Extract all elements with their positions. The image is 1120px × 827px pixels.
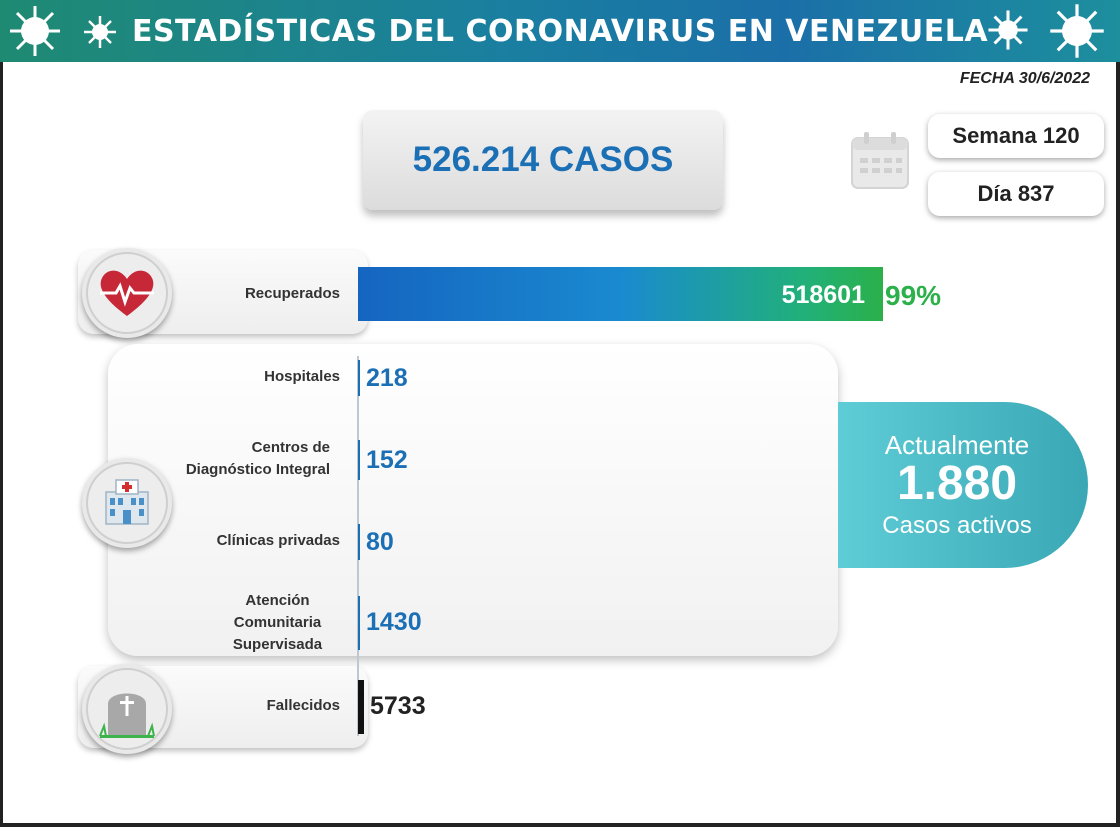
week-badge: Semana 120	[928, 114, 1104, 158]
bar-recovered	[358, 267, 883, 321]
day-label: Día 837	[977, 181, 1055, 206]
bar-value-cdi: 152	[366, 446, 408, 474]
bar-value-community-care: 1430	[366, 608, 422, 636]
calendar-icon	[851, 132, 909, 189]
active-cases-card	[838, 402, 1088, 568]
category-label-hospitals: Hospitales	[264, 368, 340, 385]
bar-cdi	[358, 440, 360, 480]
bar-private-clinics	[358, 524, 360, 560]
virus-icon	[1050, 4, 1104, 58]
bar-value-recovered: 518601	[781, 281, 865, 309]
day-badge: Día 837	[928, 172, 1104, 216]
header-banner: ESTADÍSTICAS DEL CORONAVIRUS EN VENEZUEL…	[0, 0, 1120, 62]
frame-bottom-border	[0, 823, 1120, 827]
hospital-icon	[86, 462, 168, 544]
page-title: ESTADÍSTICAS DEL CORONAVIRUS EN VENEZUEL…	[131, 14, 989, 49]
bar-value-private-clinics: 80	[366, 528, 394, 556]
virus-icon	[988, 10, 1028, 50]
frame-right-border	[1116, 60, 1120, 827]
total-cases-box: 526.214 CASOS	[363, 110, 723, 210]
bar-hospitals	[358, 360, 360, 396]
frame-left-border	[0, 60, 3, 827]
active-cases-label-top: Actualmente	[884, 430, 1030, 460]
category-label-recovered: Recuperados	[244, 285, 340, 302]
category-label-private-clinics: Clínicas privadas	[216, 532, 340, 549]
bar-value-deaths: 5733	[370, 692, 426, 720]
category-label-cdi: Centros de Diagnóstico Integral	[185, 439, 330, 478]
hospital-icon-circle	[82, 458, 172, 548]
heart-icon	[86, 252, 168, 334]
category-label-community-care: Atención Comunitaria Supervisada	[232, 592, 323, 653]
hospitalized-card	[108, 344, 838, 656]
virus-icon	[84, 16, 116, 48]
category-label-deaths: Fallecidos	[266, 697, 340, 714]
virus-icon	[10, 6, 60, 56]
recovered-percent: 99%	[885, 280, 942, 311]
week-label: Semana 120	[952, 123, 1080, 148]
report-date: FECHA 30/6/2022	[959, 70, 1090, 87]
bar-value-hospitals: 218	[366, 364, 408, 392]
active-cases-value: 1.880	[896, 457, 1018, 510]
total-cases: 526.214 CASOS	[412, 140, 674, 179]
recovered-icon-circle	[82, 248, 172, 338]
tombstone-icon	[86, 668, 168, 750]
deaths-icon-circle	[82, 664, 172, 754]
active-cases-label-bottom: Casos activos	[882, 512, 1032, 539]
bar-community-care	[358, 596, 360, 650]
bar-deaths	[358, 680, 364, 734]
